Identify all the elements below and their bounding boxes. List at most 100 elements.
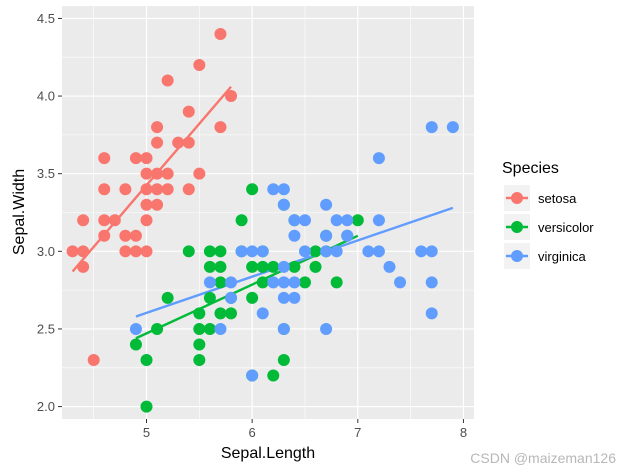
data-point-virginica: [214, 322, 227, 335]
legend-key-point-virginica: [511, 250, 523, 262]
data-point-virginica: [330, 245, 343, 258]
x-tick-label: 6: [249, 425, 256, 440]
x-tick-label: 7: [354, 425, 361, 440]
data-point-virginica: [425, 276, 438, 289]
data-point-virginica: [277, 291, 290, 304]
data-point-setosa: [161, 74, 174, 87]
data-point-virginica: [372, 214, 385, 227]
data-point-virginica: [267, 183, 280, 196]
y-tick-label: 4.5: [37, 11, 55, 26]
data-point-setosa: [98, 214, 111, 227]
data-point-setosa: [129, 229, 142, 242]
data-point-virginica: [267, 276, 280, 289]
data-point-virginica: [277, 260, 290, 273]
data-point-setosa: [66, 245, 79, 258]
data-point-setosa: [140, 183, 153, 196]
data-point-versicolor: [214, 260, 227, 273]
data-point-setosa: [140, 167, 153, 180]
data-point-virginica: [277, 276, 290, 289]
data-point-virginica: [277, 183, 290, 196]
data-point-virginica: [288, 291, 301, 304]
data-point-setosa: [77, 214, 90, 227]
data-point-setosa: [119, 183, 132, 196]
data-point-versicolor: [235, 214, 248, 227]
data-point-setosa: [214, 121, 227, 134]
data-point-setosa: [161, 183, 174, 196]
data-point-versicolor: [246, 291, 259, 304]
data-point-setosa: [161, 167, 174, 180]
data-point-versicolor: [151, 322, 164, 335]
data-point-versicolor: [193, 307, 206, 320]
data-point-virginica: [256, 307, 269, 320]
data-point-setosa: [140, 198, 153, 211]
x-tick-label: 8: [460, 425, 467, 440]
data-point-versicolor: [214, 307, 227, 320]
data-point-versicolor: [277, 354, 290, 366]
data-point-virginica: [246, 245, 259, 258]
data-point-versicolor: [182, 245, 195, 258]
data-point-virginica: [277, 322, 290, 335]
y-tick-label: 4.0: [37, 89, 55, 104]
data-point-virginica: [372, 152, 385, 165]
data-point-virginica: [203, 276, 216, 289]
data-point-setosa: [140, 214, 153, 227]
data-point-setosa: [98, 183, 111, 196]
data-point-versicolor: [193, 338, 206, 351]
data-point-virginica: [277, 198, 290, 211]
data-point-setosa: [77, 245, 90, 258]
y-tick-label: 3.0: [37, 244, 55, 259]
x-axis-title: Sepal.Length: [221, 445, 315, 462]
data-point-setosa: [77, 260, 90, 273]
data-point-virginica: [362, 245, 375, 258]
data-point-setosa: [225, 90, 238, 103]
data-points: [66, 27, 459, 413]
data-point-versicolor: [203, 260, 216, 273]
data-point-versicolor: [288, 260, 301, 273]
data-point-virginica: [320, 322, 333, 335]
data-point-versicolor: [330, 276, 343, 289]
minor-gridlines: [62, 6, 474, 419]
data-point-versicolor: [267, 260, 280, 273]
data-point-setosa: [129, 245, 142, 258]
data-point-versicolor: [203, 322, 216, 335]
legend-keys: setosa versicolor virginica: [504, 185, 594, 269]
data-point-virginica: [320, 245, 333, 258]
data-point-setosa: [119, 229, 132, 242]
data-point-virginica: [288, 229, 301, 242]
legend-label-virginica: virginica: [538, 249, 586, 264]
y-axis-ticks: 2.0 2.5 3.0 3.5 4.0 4.5: [37, 11, 62, 414]
data-point-versicolor: [203, 291, 216, 304]
data-point-virginica: [425, 121, 438, 134]
legend-label-versicolor: versicolor: [538, 220, 594, 235]
y-tick-label: 2.0: [37, 399, 55, 414]
data-point-virginica: [341, 229, 354, 242]
data-point-setosa: [214, 27, 227, 40]
data-point-versicolor: [246, 260, 259, 273]
legend: Species setosa versicolor virginica: [502, 160, 594, 269]
data-point-virginica: [298, 214, 311, 227]
y-tick-label: 3.5: [37, 166, 55, 181]
data-point-versicolor: [246, 183, 259, 196]
data-point-setosa: [119, 245, 132, 258]
watermark: CSDN @maizeman126: [470, 450, 616, 466]
data-point-versicolor: [309, 260, 322, 273]
data-point-setosa: [151, 136, 164, 149]
data-point-virginica: [256, 245, 269, 258]
data-point-versicolor: [256, 260, 269, 273]
data-point-virginica: [129, 322, 142, 335]
legend-key-point-setosa: [511, 192, 523, 204]
data-point-setosa: [172, 136, 185, 149]
data-point-virginica: [225, 276, 238, 289]
y-tick-label: 2.5: [37, 321, 55, 336]
data-point-versicolor: [225, 307, 238, 320]
data-point-setosa: [129, 152, 142, 165]
data-point-setosa: [108, 214, 121, 227]
data-point-setosa: [87, 354, 100, 366]
data-point-setosa: [151, 198, 164, 211]
data-point-versicolor: [267, 369, 280, 382]
regression-line-setosa: [71, 85, 232, 273]
data-point-virginica: [425, 245, 438, 258]
data-point-versicolor: [203, 245, 216, 258]
data-point-setosa: [182, 136, 195, 149]
